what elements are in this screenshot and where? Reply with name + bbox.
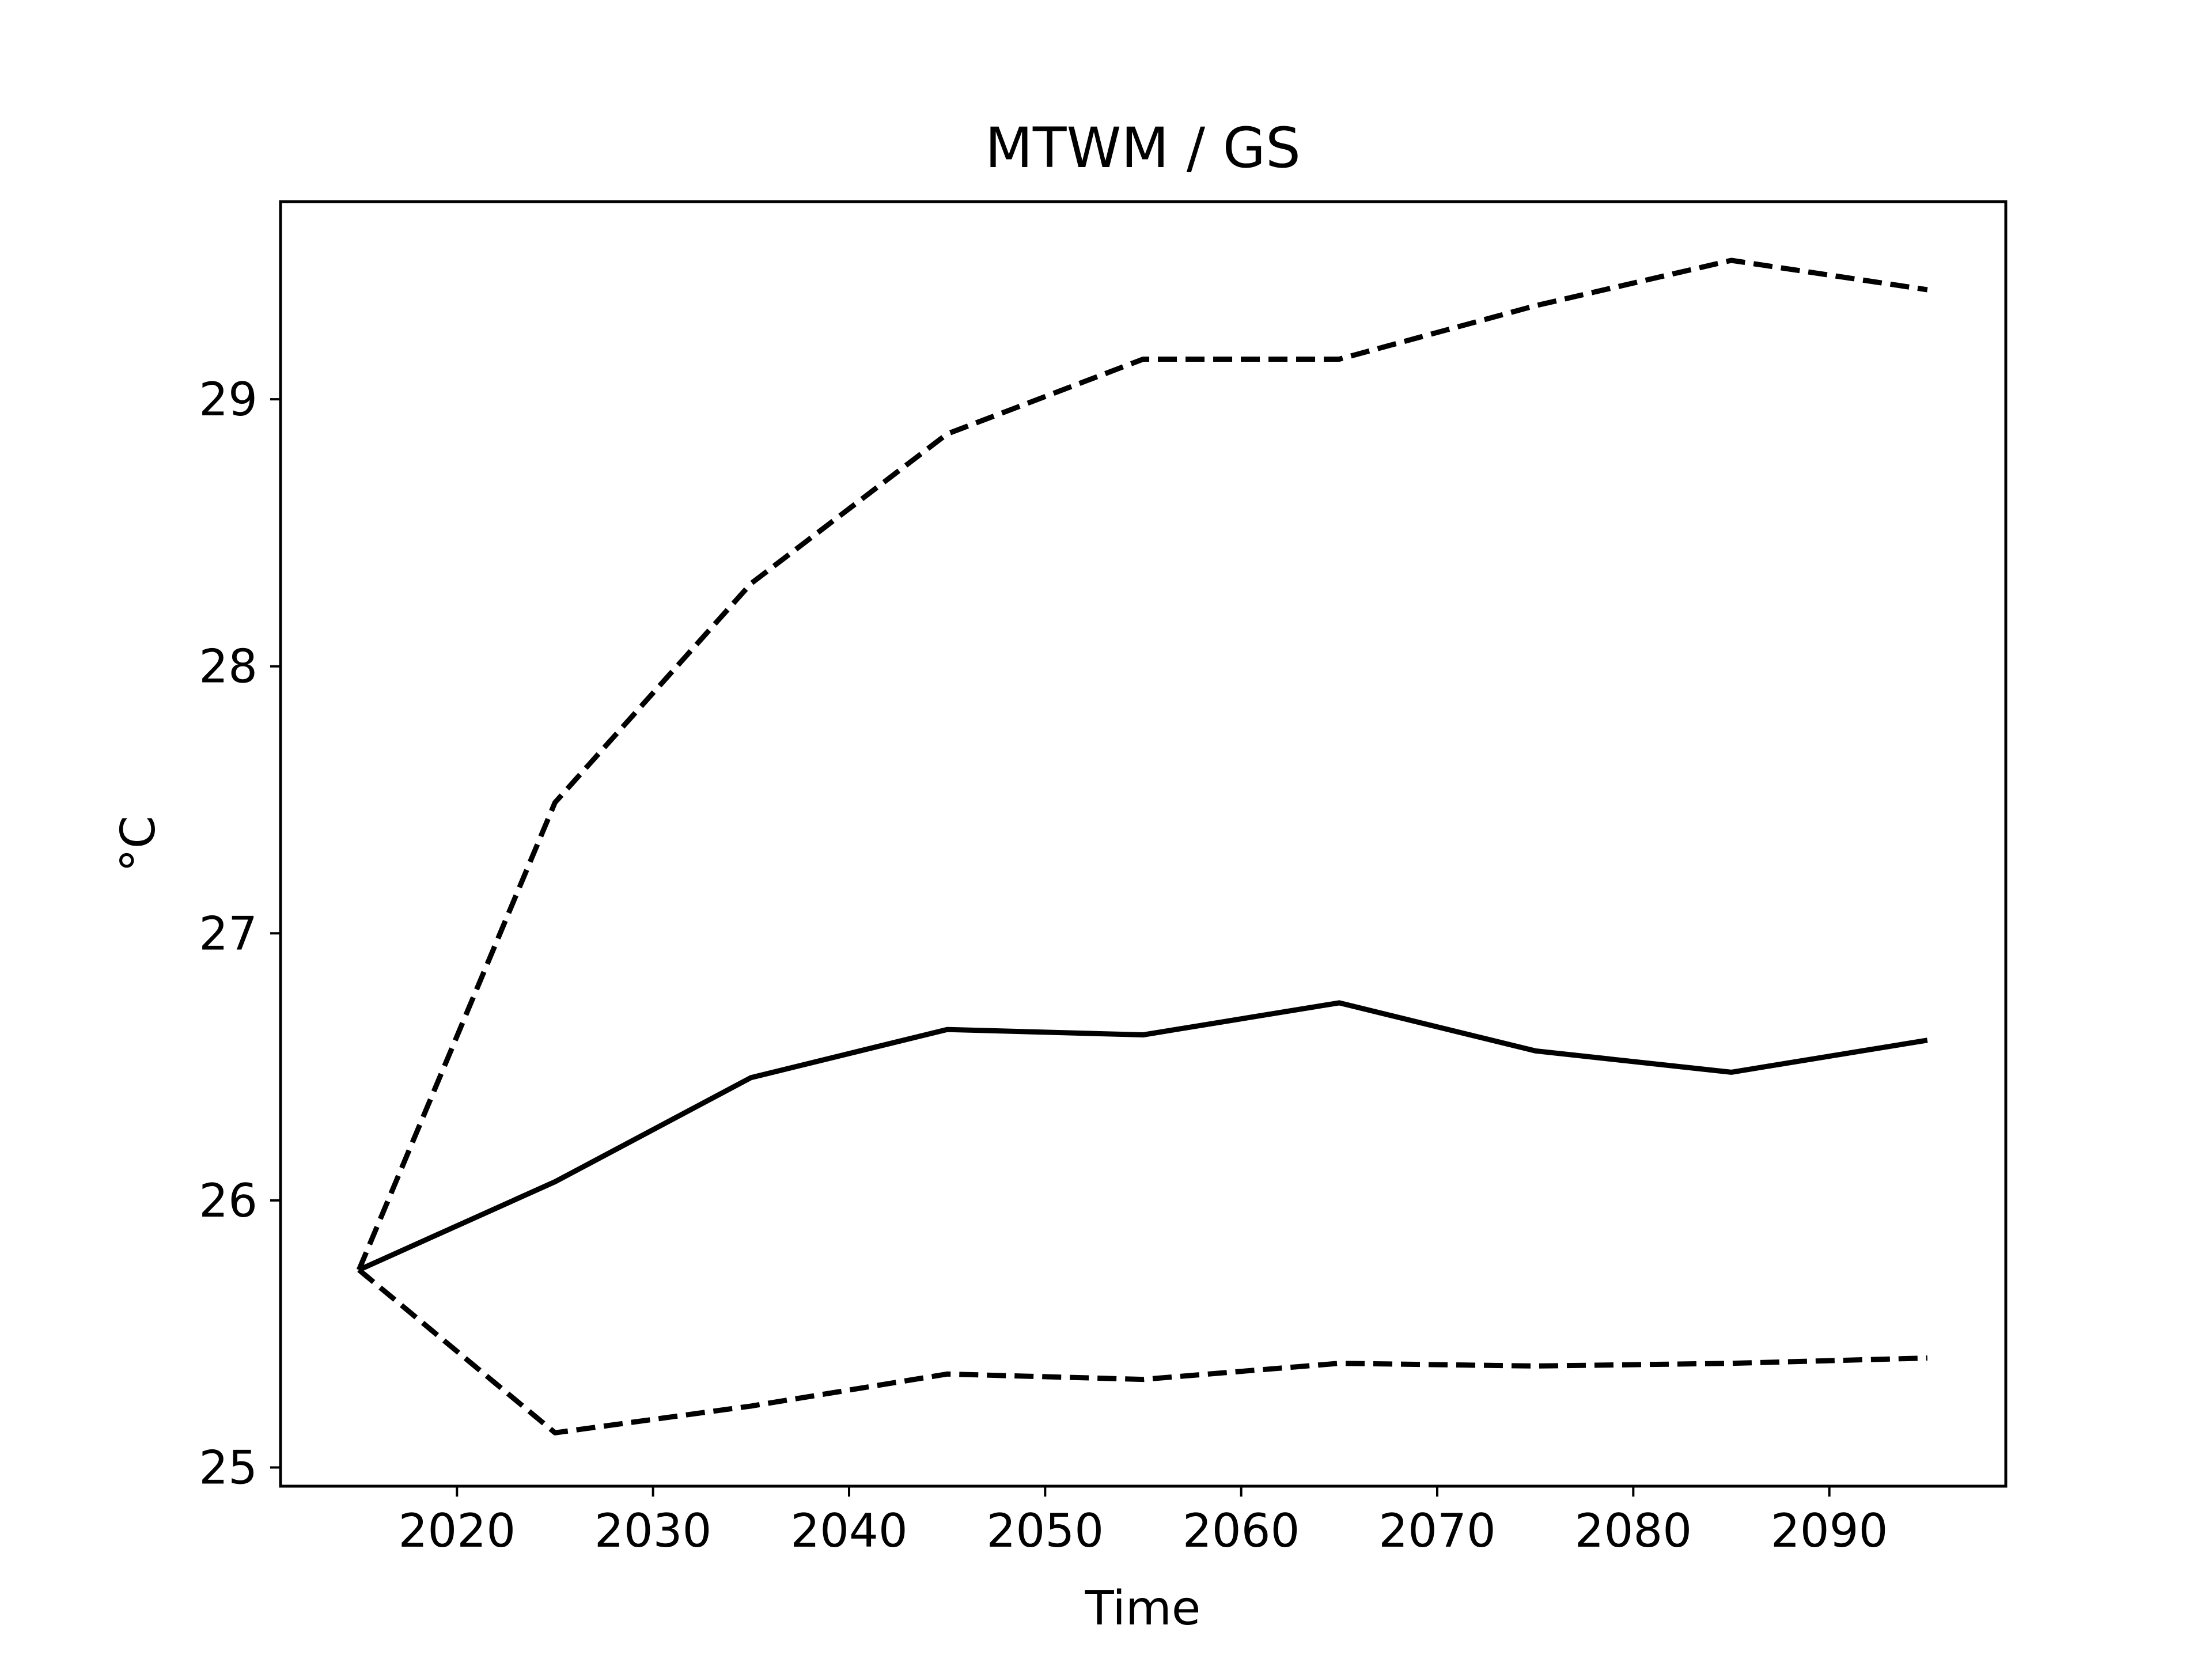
series-line-2 [358,1000,1928,1272]
x-tick-label: 2030 [594,1504,712,1558]
y-tick-label: 29 [199,373,257,426]
y-tick-label: 26 [199,1174,257,1228]
x-ticks: 2020 2030 2040 2050 2060 2070 2080 2090 [399,1486,1888,1558]
chart-title: MTWM / GS [985,116,1301,180]
y-tick-label: 28 [199,640,257,694]
x-tick-label: 2090 [1771,1504,1888,1558]
x-tick-label: 2040 [790,1504,908,1558]
x-tick-label: 2050 [987,1504,1104,1558]
y-ticks: 25 26 27 28 29 [199,373,281,1495]
series-layer [356,257,1928,1435]
x-tick-label: 2020 [399,1504,516,1558]
y-tick-label: 25 [199,1441,257,1495]
x-tick-label: 2080 [1575,1504,1692,1558]
y-axis-label: °C [111,816,166,872]
x-tick-label: 2070 [1378,1504,1496,1558]
x-tick-label: 2060 [1183,1504,1300,1558]
x-axis-label: Time [1085,1581,1201,1636]
y-tick-label: 27 [199,907,257,960]
series-line-1 [356,257,1928,1271]
series-line-3 [357,1268,1928,1435]
plot-frame [279,200,2008,1488]
